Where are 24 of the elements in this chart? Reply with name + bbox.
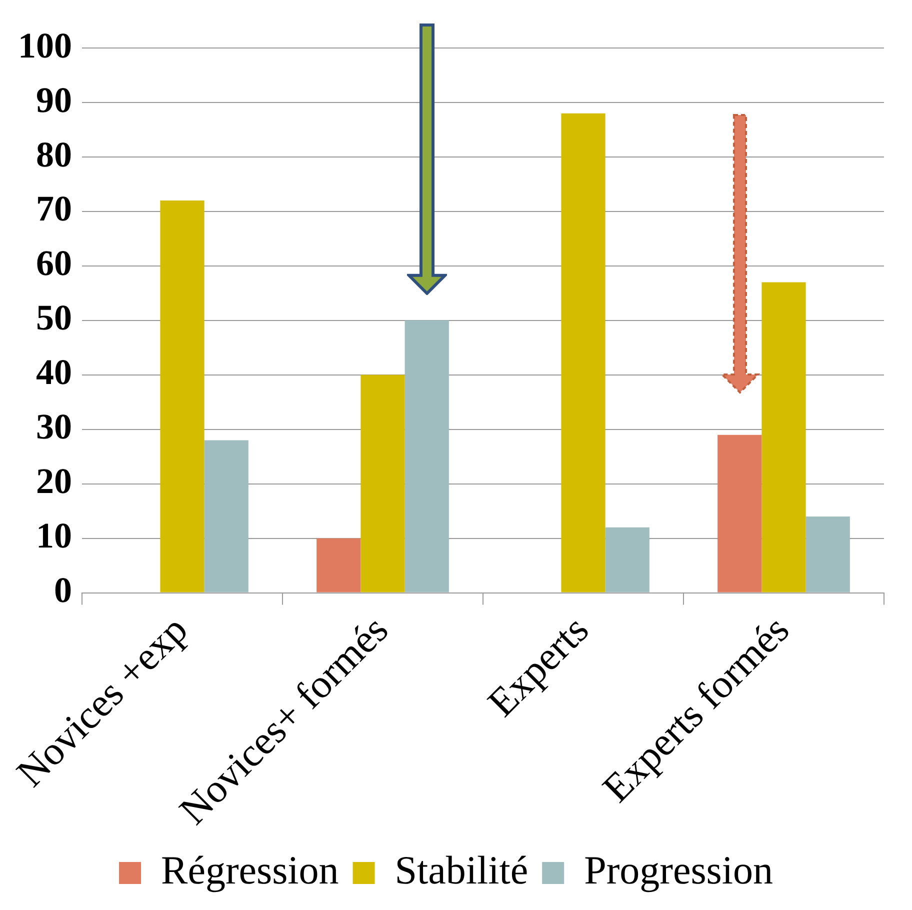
y-tick-label: 10	[36, 516, 72, 556]
bar	[561, 113, 606, 592]
legend-label: Progression	[584, 848, 773, 892]
bar	[360, 374, 405, 592]
bar	[316, 538, 361, 592]
bar	[806, 516, 850, 592]
y-tick-label: 40	[36, 352, 72, 392]
bar	[762, 282, 806, 592]
y-tick-label: 100	[18, 25, 72, 66]
bar	[160, 200, 204, 592]
bar	[718, 434, 762, 592]
y-tick-label: 70	[36, 188, 72, 229]
legend-label: Régression	[161, 848, 339, 892]
bar	[204, 440, 248, 592]
y-tick-label: 60	[36, 243, 72, 284]
y-tick-label: 30	[36, 406, 72, 447]
bar	[404, 320, 449, 592]
y-tick-label: 90	[36, 80, 72, 120]
legend-label: Stabilité	[394, 848, 528, 892]
y-tick-label: 50	[36, 298, 72, 338]
y-tick-label: 80	[36, 134, 72, 174]
bar	[605, 527, 650, 592]
y-tick-label: 20	[36, 461, 72, 502]
y-tick-label: 0	[54, 570, 72, 610]
